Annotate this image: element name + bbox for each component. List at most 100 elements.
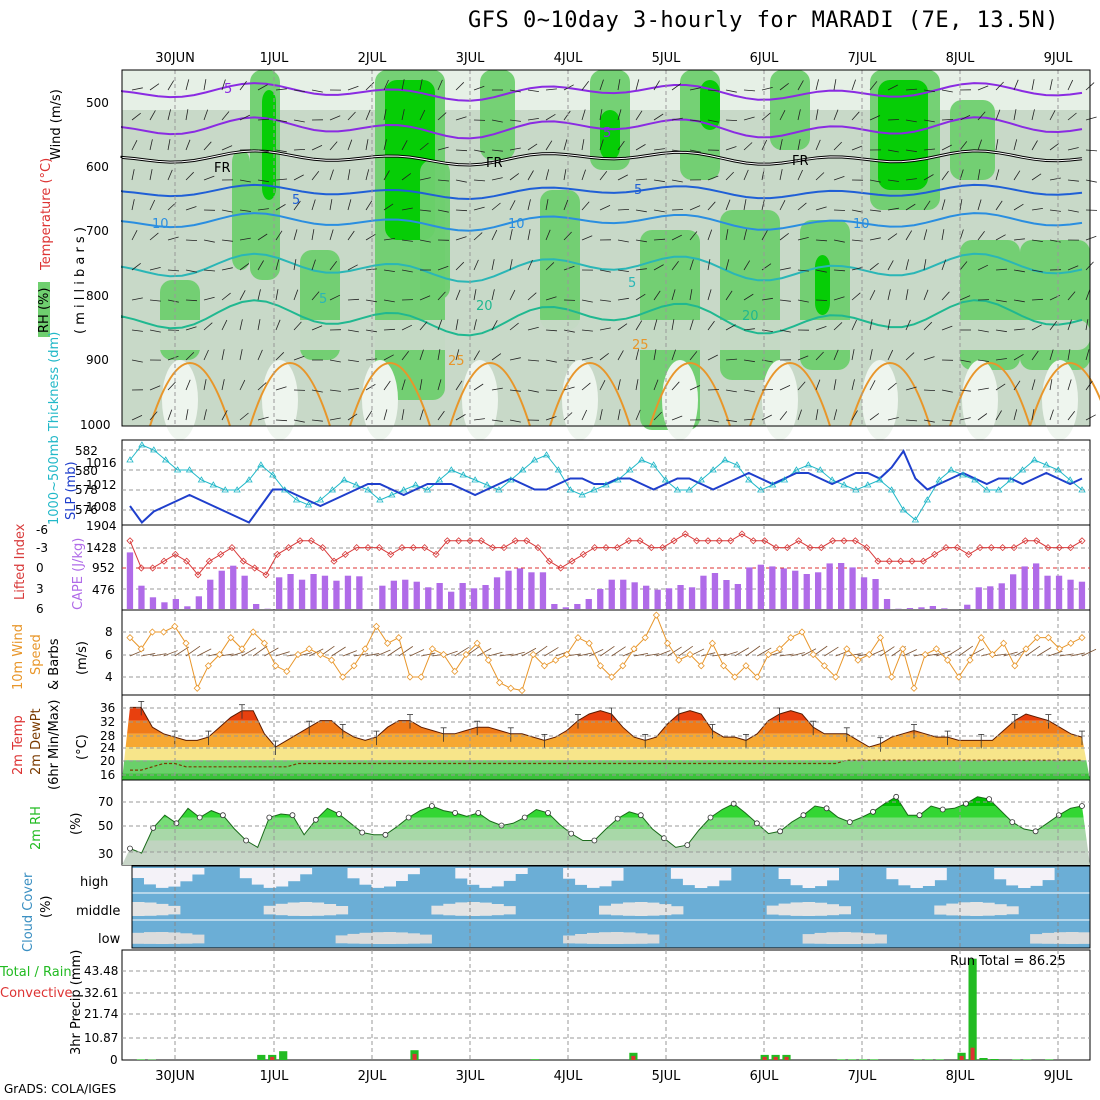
wind-barb bbox=[947, 646, 962, 657]
wind-barb bbox=[264, 647, 279, 657]
wind-barb bbox=[779, 232, 789, 241]
wind-barb bbox=[581, 169, 586, 181]
wind-speed-point bbox=[227, 634, 235, 642]
wind-barb bbox=[1085, 289, 1091, 301]
wind-barb bbox=[383, 328, 396, 331]
wind-speed-point bbox=[977, 634, 985, 642]
precip-label: Total / Rain bbox=[0, 965, 72, 980]
wind-barb bbox=[329, 199, 333, 211]
lifted-index-point bbox=[545, 557, 553, 565]
wind-barb bbox=[329, 141, 338, 151]
wind-barb bbox=[275, 204, 286, 211]
wind-barb bbox=[725, 358, 738, 361]
wind-barb bbox=[383, 380, 391, 391]
wind-barb bbox=[581, 329, 593, 332]
wind-speed-point bbox=[1033, 634, 1041, 642]
wind-barb bbox=[1031, 298, 1044, 301]
wind-barb bbox=[995, 383, 1006, 391]
wind-barb bbox=[635, 110, 643, 121]
cloud-label: (%) bbox=[39, 896, 54, 919]
cape-bar bbox=[562, 607, 569, 609]
wind-barb bbox=[905, 386, 917, 391]
wind-speed-point bbox=[619, 662, 627, 670]
cloud-low-cell bbox=[395, 932, 408, 944]
wind-barb bbox=[995, 169, 1000, 181]
wind-barb bbox=[1085, 349, 1090, 361]
lifted-index-point bbox=[727, 537, 735, 545]
lifted-index-point bbox=[455, 537, 463, 545]
wind-barb bbox=[311, 325, 323, 331]
wind-barb bbox=[383, 170, 390, 181]
wind-barb bbox=[239, 179, 251, 183]
wind-speed-point bbox=[574, 634, 582, 642]
wind-barb bbox=[239, 237, 251, 241]
wind-barb bbox=[1085, 235, 1097, 241]
wind-barb bbox=[959, 115, 971, 121]
wind-barb bbox=[653, 379, 659, 391]
wind-barb bbox=[437, 379, 442, 391]
thickness-point bbox=[994, 486, 1003, 493]
cloud-middle-cell bbox=[802, 902, 816, 916]
temp-tick: 36 bbox=[100, 701, 115, 715]
cape-bar bbox=[379, 585, 386, 609]
wind-barb bbox=[779, 267, 791, 271]
wind-barb bbox=[779, 82, 789, 91]
wind-barb bbox=[509, 419, 521, 423]
wind-speed-point bbox=[899, 645, 907, 653]
cloud-middle-cell bbox=[611, 903, 624, 916]
cape-bar bbox=[333, 580, 340, 609]
wind-barb bbox=[239, 379, 246, 391]
cape-tick: 476 bbox=[92, 583, 115, 597]
wind-barb bbox=[455, 319, 459, 331]
wind-barb bbox=[275, 289, 279, 301]
wind-barb bbox=[959, 295, 971, 301]
lifted-index-point bbox=[987, 544, 995, 552]
wind-barb bbox=[131, 262, 141, 271]
wind-barb bbox=[221, 111, 230, 121]
wind-barb bbox=[419, 379, 423, 391]
cloud-middle-cell bbox=[335, 906, 349, 915]
wind-barb bbox=[275, 352, 285, 361]
wind-barb bbox=[491, 289, 495, 301]
wind-speed-point bbox=[1056, 645, 1064, 653]
wind-barb bbox=[203, 239, 215, 243]
precip-total-bar bbox=[837, 1059, 846, 1060]
wind-barb bbox=[203, 269, 216, 272]
wind-barb bbox=[257, 179, 269, 183]
wind-barb bbox=[365, 200, 373, 211]
wind-barb bbox=[131, 297, 143, 301]
thickness-point bbox=[150, 446, 158, 453]
wind-barb bbox=[174, 646, 190, 657]
wind-barb bbox=[923, 148, 936, 151]
wind-barb bbox=[455, 209, 468, 212]
date-label: 5JUL bbox=[652, 51, 682, 66]
wind-barb bbox=[1067, 209, 1079, 213]
wind-barb bbox=[221, 319, 228, 331]
wind-barb bbox=[725, 199, 731, 211]
wind-barb bbox=[851, 145, 863, 151]
cloud-low-cell bbox=[802, 934, 816, 944]
contour-label: 5 bbox=[628, 276, 636, 291]
cloud-middle-cell bbox=[934, 905, 947, 915]
cloud-high-cell bbox=[682, 868, 696, 886]
thickness-point bbox=[1078, 486, 1086, 493]
temperature-contour bbox=[1029, 362, 1100, 427]
wind-barb bbox=[455, 380, 463, 391]
precip-label: 3hr Precip (mm) bbox=[69, 950, 84, 1055]
wind-speed-point bbox=[854, 656, 862, 664]
cloud-middle-cell bbox=[670, 906, 684, 915]
wind-barb bbox=[167, 355, 179, 361]
cloud-middle-cell bbox=[275, 903, 289, 916]
rh-point bbox=[266, 814, 273, 821]
wind-barb bbox=[923, 389, 936, 391]
cloud-level-label: middle bbox=[76, 904, 120, 919]
wind-barb bbox=[905, 352, 915, 361]
cloud-middle-cell bbox=[970, 902, 983, 916]
wind-speed-point bbox=[473, 639, 481, 647]
cloud-middle-cell bbox=[144, 902, 157, 916]
wind-barb bbox=[347, 85, 359, 91]
wind-barb bbox=[941, 170, 949, 181]
wind-barb bbox=[383, 354, 394, 361]
wind-speed-point bbox=[148, 628, 156, 636]
wind-barb bbox=[653, 264, 664, 271]
